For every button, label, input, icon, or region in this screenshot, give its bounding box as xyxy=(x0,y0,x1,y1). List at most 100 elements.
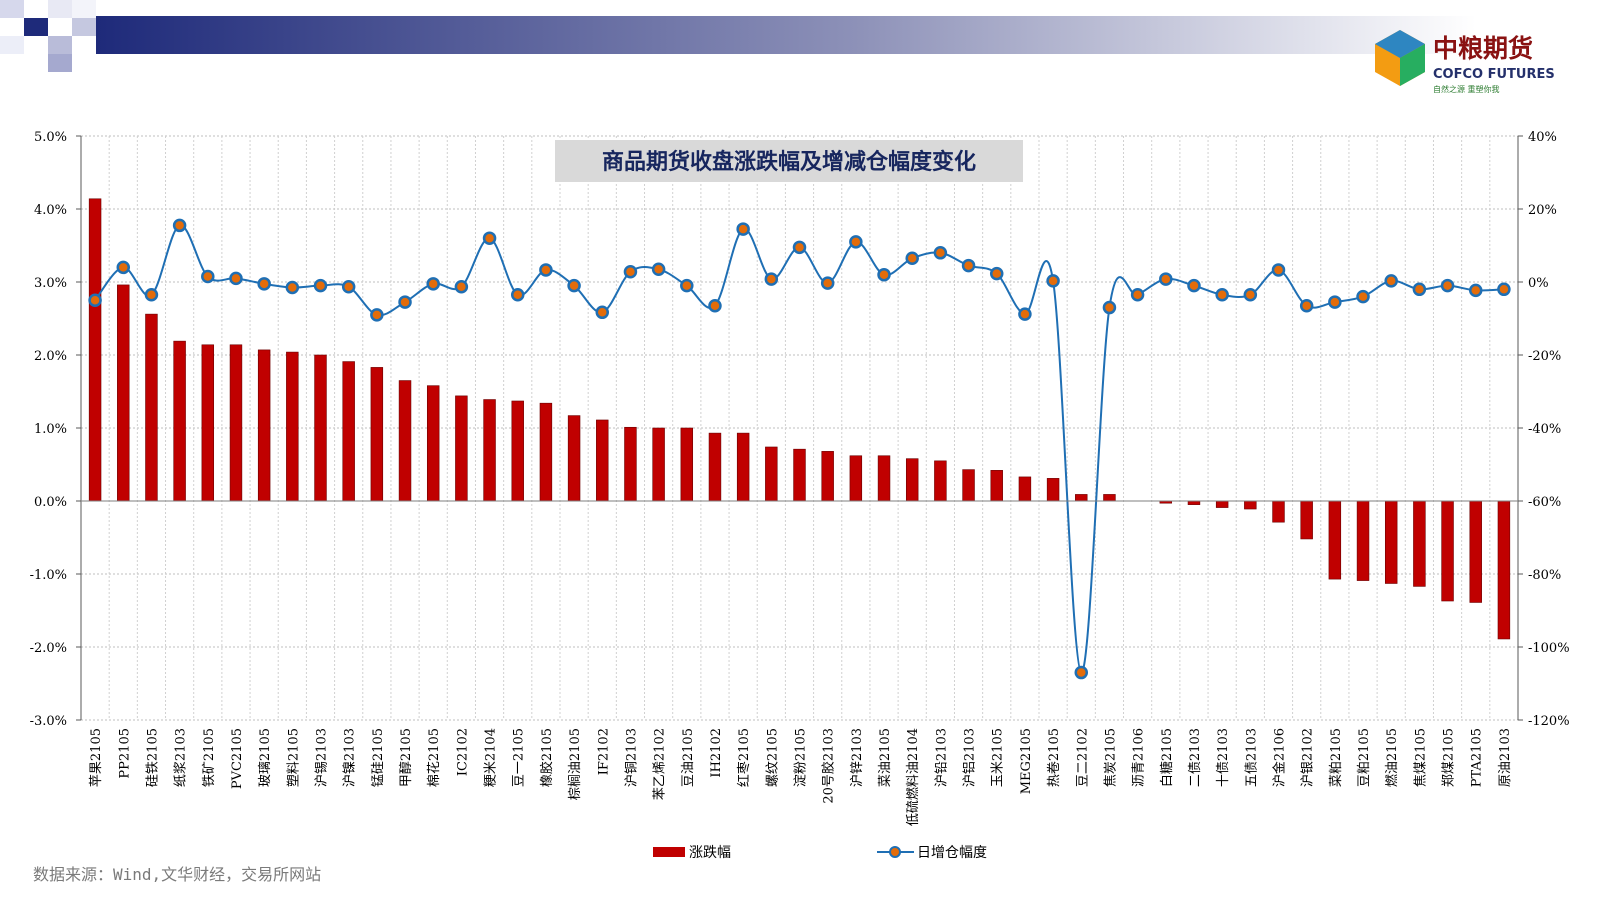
line-point-红枣2105 xyxy=(736,222,750,236)
line-point-棉花2105 xyxy=(426,277,440,291)
line-point-螺纹2105 xyxy=(764,272,779,286)
bar-铁矿2105 xyxy=(201,344,215,502)
bar-棕榈油2105 xyxy=(567,415,581,502)
line-series xyxy=(88,218,1511,680)
category-label: PTA2105 xyxy=(1470,728,1485,787)
category-label: 十债2103 xyxy=(1216,728,1231,787)
bar-十债2103 xyxy=(1215,500,1229,508)
category-labels: 苹果2105 PP2105 硅铁2105 纸浆2103 铁矿2105 PVC2105 玻璃2… xyxy=(89,728,1513,826)
category-label: 硅铁2105 xyxy=(145,728,160,787)
category-label: 郑煤2105 xyxy=(1442,728,1457,787)
bar-沪铜2103 xyxy=(624,426,637,502)
line-point-燃油2105 xyxy=(1384,274,1398,288)
bar-PVC2105 xyxy=(229,344,243,502)
category-label: 粳米2104 xyxy=(484,728,499,787)
legend-bar-swatch xyxy=(653,847,685,857)
category-label: 沥青2106 xyxy=(1132,728,1147,787)
line-point-白糖2105 xyxy=(1159,272,1173,286)
line-point-IH2102 xyxy=(708,298,722,313)
chart-title: 商品期货收盘涨跌幅及增减仓幅度变化 xyxy=(602,149,976,175)
logo-tagline: 自然之源 重塑你我 xyxy=(1433,84,1500,94)
category-label: 原油2103 xyxy=(1498,728,1513,787)
line-point-苹果2105 xyxy=(88,293,102,307)
bar-甲醇2105 xyxy=(398,380,412,502)
left-axis-ticks: 5.0% 4.0% 3.0% 2.0% 1.0% 0.0% -1.0% -2.0% -3.0% xyxy=(30,130,67,729)
category-label: 红枣2105 xyxy=(736,728,752,787)
category-label: PP2105 xyxy=(117,728,132,779)
bar-沪金2106 xyxy=(1272,500,1285,523)
logo-en-text: COFCO FUTURES xyxy=(1433,67,1555,82)
line-point-20号胶2103 xyxy=(820,276,835,290)
bar-沪铝2103 xyxy=(962,469,975,502)
line-point-豆一2105 xyxy=(510,288,525,302)
bar-硅铁2105 xyxy=(145,313,158,502)
category-label: 铁矿2105 xyxy=(202,728,217,787)
category-label: 沪锌2103 xyxy=(849,728,865,787)
right-tick-label: 40% xyxy=(1528,130,1557,145)
right-tick-label: -100% xyxy=(1528,641,1570,656)
bar-原油2103 xyxy=(1497,500,1511,640)
bar-豆二2102 xyxy=(1075,494,1088,502)
line-point-IC2102 xyxy=(454,279,469,294)
line-point-PVC2105 xyxy=(229,271,243,286)
bar-热卷2105 xyxy=(1046,478,1060,502)
line-point-IF2102 xyxy=(595,305,610,320)
bar-PP2105 xyxy=(117,284,130,502)
line-point-低硫燃料油2104 xyxy=(905,251,919,266)
line-point-沪金2106 xyxy=(1271,263,1286,277)
line-point-玉米2105 xyxy=(989,266,1004,281)
category-label: 纸浆2103 xyxy=(174,728,189,787)
category-label: 沪铜2103 xyxy=(623,728,639,787)
line-point-甲醇2105 xyxy=(398,295,412,309)
line-point-锰硅2105 xyxy=(370,308,384,322)
bar-MEG2105 xyxy=(1018,476,1032,502)
line-point-铁矿2105 xyxy=(201,269,215,284)
line-point-沪铝2103 xyxy=(961,258,976,273)
line-point-五债2103 xyxy=(1243,288,1258,302)
line-point-沪铅2103 xyxy=(933,246,948,260)
line-point-十债2103 xyxy=(1215,288,1229,302)
logo-cn-text: 中粮期货 xyxy=(1433,34,1533,63)
category-label: 苹果2105 xyxy=(89,728,104,787)
category-label: 焦炭2105 xyxy=(1103,728,1118,787)
category-label: 热卷2105 xyxy=(1046,728,1062,787)
bar-series xyxy=(88,198,1511,640)
category-label: 菜油2105 xyxy=(878,728,893,787)
bar-沪锡2103 xyxy=(314,354,327,502)
category-label: 玉米2105 xyxy=(991,728,1006,787)
right-tick-label: -40% xyxy=(1528,422,1561,437)
bar-燃油2105 xyxy=(1384,500,1398,584)
legend-bar-label: 涨跌幅 xyxy=(689,845,731,861)
category-label: MEG2105 xyxy=(1019,728,1034,794)
line-point-菜油2105 xyxy=(877,267,891,282)
category-label: 棕榈油2105 xyxy=(568,728,583,800)
chart: 5.0%4.0%3.0%2.0%1.0%0.0%-1.0%-2.0%-3.0% … xyxy=(30,130,1570,826)
line-point-PP2105 xyxy=(116,260,131,275)
right-tick-label: -80% xyxy=(1528,568,1561,583)
category-label: 低硫燃料油2104 xyxy=(905,728,921,826)
line-point-苯乙烯2102 xyxy=(651,262,666,276)
category-label: 沪金2106 xyxy=(1272,728,1288,787)
line-point-沪镍2103 xyxy=(341,279,356,294)
chart-title-box: 商品期货收盘涨跌幅及增减仓幅度变化 xyxy=(555,140,1023,182)
line-point-硅铁2105 xyxy=(144,288,159,302)
right-axis-ticks: 40% 20% 0% -20% -40% -60% -80% -100% -120% xyxy=(1528,130,1570,729)
category-label: 二债2103 xyxy=(1188,728,1203,787)
bar-豆粕2105 xyxy=(1356,500,1370,581)
bar-焦煤2105 xyxy=(1413,500,1426,587)
category-label: 沪锡2103 xyxy=(314,728,330,787)
bar-五债2103 xyxy=(1244,500,1257,510)
line-point-粳米2104 xyxy=(482,231,497,245)
bar-玻璃2105 xyxy=(257,349,271,502)
bar-棉花2105 xyxy=(426,385,440,502)
bar-塑料2105 xyxy=(286,351,299,502)
bar-菜粕2105 xyxy=(1328,500,1342,580)
category-label: 焦煤2105 xyxy=(1413,728,1428,787)
category-label: 苯乙烯2102 xyxy=(653,728,668,800)
line-point-沪铜2103 xyxy=(623,265,638,279)
category-label: 沪铅2103 xyxy=(933,728,949,787)
left-tick-label: 5.0% xyxy=(34,130,67,145)
category-label: 螺纹2105 xyxy=(765,728,780,787)
category-label: IH2102 xyxy=(709,728,724,778)
bar-沪镍2103 xyxy=(342,361,355,502)
